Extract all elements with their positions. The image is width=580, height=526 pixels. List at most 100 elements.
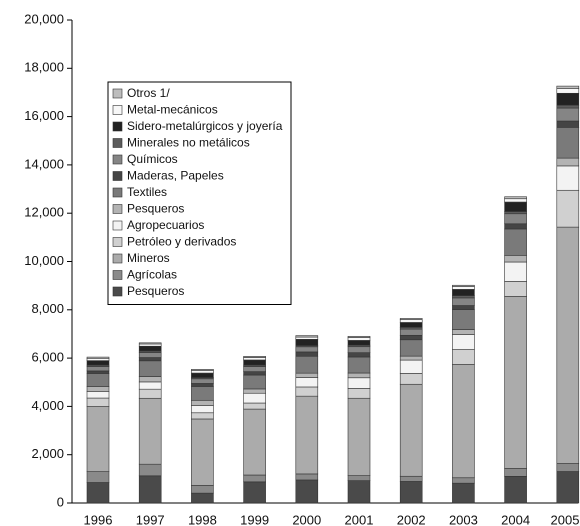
bar-segment — [86, 366, 110, 372]
bar-segment — [399, 373, 423, 385]
bar-segment — [556, 85, 580, 89]
bar-segment — [347, 372, 371, 379]
legend-swatch — [112, 105, 123, 115]
bar-segment — [452, 289, 475, 296]
legend-label: Químicos — [127, 152, 178, 166]
bar-segment — [138, 352, 162, 358]
bar-segment — [295, 372, 319, 378]
bar-segment — [86, 370, 110, 374]
bar-segment — [556, 189, 580, 228]
y-tick-label: 10,000 — [24, 253, 64, 268]
bar-segment — [138, 475, 162, 504]
bar-segment — [295, 335, 319, 338]
legend-label: Petróleo y derivados — [127, 235, 236, 249]
y-tick-label: 0 — [57, 494, 64, 509]
bar-segment — [295, 377, 319, 388]
legend-label: Agropecuarios — [127, 218, 204, 232]
y-tick-label: 20,000 — [24, 11, 64, 26]
bar-segment — [452, 364, 475, 479]
legend-label: Pesqueros — [127, 202, 184, 216]
bar-segment — [452, 309, 475, 330]
bar-segment — [399, 334, 423, 341]
bar-segment — [452, 329, 475, 335]
bar-segment — [243, 474, 266, 483]
bar-segment — [138, 397, 162, 465]
bar-segment — [138, 345, 162, 352]
bar-segment — [86, 471, 110, 483]
bar-segment — [504, 201, 527, 212]
x-tick-label: 2003 — [449, 512, 478, 526]
y-tick-label: 2,000 — [31, 446, 64, 461]
bar-segment — [347, 340, 371, 346]
bar-segment — [243, 366, 266, 372]
legend-swatch — [112, 220, 123, 231]
bar-segment — [399, 322, 423, 328]
bar-segment — [556, 471, 580, 504]
bar-segment — [504, 228, 527, 256]
x-tick-label: 1997 — [136, 512, 165, 526]
bar-segment — [399, 475, 423, 482]
bar-segment — [86, 391, 110, 399]
bar-segment — [452, 334, 475, 350]
bar-segment — [243, 392, 266, 404]
bar-segment — [191, 378, 214, 384]
bar-segment — [243, 481, 266, 504]
legend-label: Textiles — [127, 185, 167, 199]
bar-segment — [556, 463, 580, 472]
bar-segment — [347, 337, 371, 341]
bar-segment — [138, 357, 162, 362]
y-tick-label: 12,000 — [24, 205, 64, 220]
bar-segment — [86, 373, 110, 387]
y-tick-label: 4,000 — [31, 398, 64, 413]
bar-segment — [138, 376, 162, 383]
bar-segment — [556, 226, 580, 464]
bar-segment — [191, 399, 214, 406]
bar-segment — [191, 386, 214, 401]
legend-label: Pesqueros — [127, 284, 184, 298]
bar-segment — [191, 383, 214, 387]
bar-segment — [86, 397, 110, 407]
bar-segment — [86, 406, 110, 472]
y-tick-label: 6,000 — [31, 350, 64, 365]
bar-segment — [295, 351, 319, 357]
bar-segment — [86, 386, 110, 392]
bar-segment — [295, 395, 319, 475]
bar-segment — [399, 355, 423, 361]
bar-segment — [191, 370, 214, 374]
y-tick-label: 18,000 — [24, 60, 64, 75]
bar-segment — [504, 296, 527, 469]
bar-segment — [347, 346, 371, 353]
bar-segment — [295, 386, 319, 397]
bar-segment — [86, 360, 110, 366]
bar-segment — [295, 479, 319, 504]
bar-segment — [504, 213, 527, 225]
legend-swatch — [112, 237, 123, 247]
bar-segment — [347, 352, 371, 358]
legend-label: Sidero-metalúrgicos y joyería — [127, 119, 283, 133]
bar-segment — [399, 328, 423, 336]
bar-segment — [191, 484, 214, 494]
x-tick-label: 2004 — [501, 512, 530, 526]
bar-segment — [347, 397, 371, 476]
legend-swatch — [112, 270, 123, 280]
bar-segment — [399, 383, 423, 477]
bar-segment — [347, 377, 371, 389]
bar-segment — [399, 319, 423, 323]
x-tick-label: 2001 — [345, 512, 374, 526]
bar-segment — [86, 482, 110, 504]
bar-segment — [295, 473, 319, 481]
bar-segment — [138, 360, 162, 377]
bar-segment — [504, 281, 527, 297]
bar-segment — [399, 318, 423, 320]
bar-segment — [504, 255, 527, 263]
legend-label: Otros 1/ — [127, 86, 170, 100]
x-tick-label: 1996 — [84, 512, 113, 526]
bar-segment — [556, 165, 580, 191]
legend-label: Minerales no metálicos — [127, 136, 250, 150]
legend-swatch — [112, 121, 123, 132]
bar-segment — [452, 295, 475, 299]
bar-segment — [347, 356, 371, 374]
bar-segment — [243, 357, 266, 361]
bar-segment — [504, 198, 527, 203]
bar-segment — [191, 492, 214, 504]
